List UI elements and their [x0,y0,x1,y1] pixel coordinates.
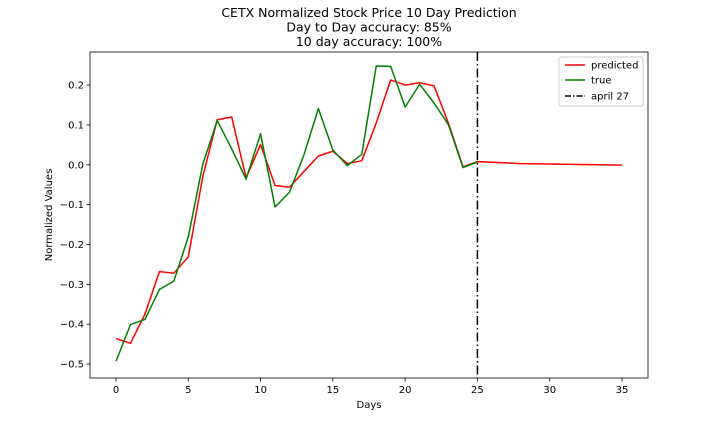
y-tick-label: −0.2 [60,240,84,251]
x-tick-label: 0 [113,385,119,396]
y-tick-label: −0.3 [60,280,84,291]
x-tick-label: 35 [616,385,629,396]
y-tick-label: −0.5 [60,360,84,371]
plot-frame [89,51,649,379]
x-tick-label: 25 [471,385,484,396]
y-axis-label: Normalized Values [44,169,55,262]
y-tick-label: 0.1 [68,120,84,131]
legend: predicted true april 27 [558,56,644,107]
x-axis-label: Days [357,400,382,411]
chart-title-line-3: 10 day accuracy: 100% [296,34,442,49]
x-tick-label: 15 [326,385,339,396]
x-tick-label: 10 [254,385,267,396]
x-tick-label: 5 [185,385,191,396]
series-line-predicted [115,79,622,345]
y-tick-label: −0.4 [60,320,84,331]
y-tick-label: 0.0 [68,160,84,171]
plot-layer: 0 5 10 15 20 25 30 35 −0.5 −0.4 −0.3 −0.2 −0.1 0.0 0.1… [60,51,649,396]
y-tick-label: −0.1 [60,200,84,211]
y-tick-label: 0.2 [68,81,84,92]
x-tick-label: 20 [399,385,412,396]
legend-label-april-27: april 27 [591,92,629,103]
legend-label-predicted: predicted [591,61,638,72]
series-line-true [115,65,478,362]
chart-title-line-1: CETX Normalized Stock Price 10 Day Predi… [221,5,516,20]
x-tick-label: 30 [543,385,556,396]
chart-title-line-2: Day to Day accuracy: 85% [286,20,451,35]
legend-label-true: true [591,76,612,87]
legend-frame [558,56,644,107]
